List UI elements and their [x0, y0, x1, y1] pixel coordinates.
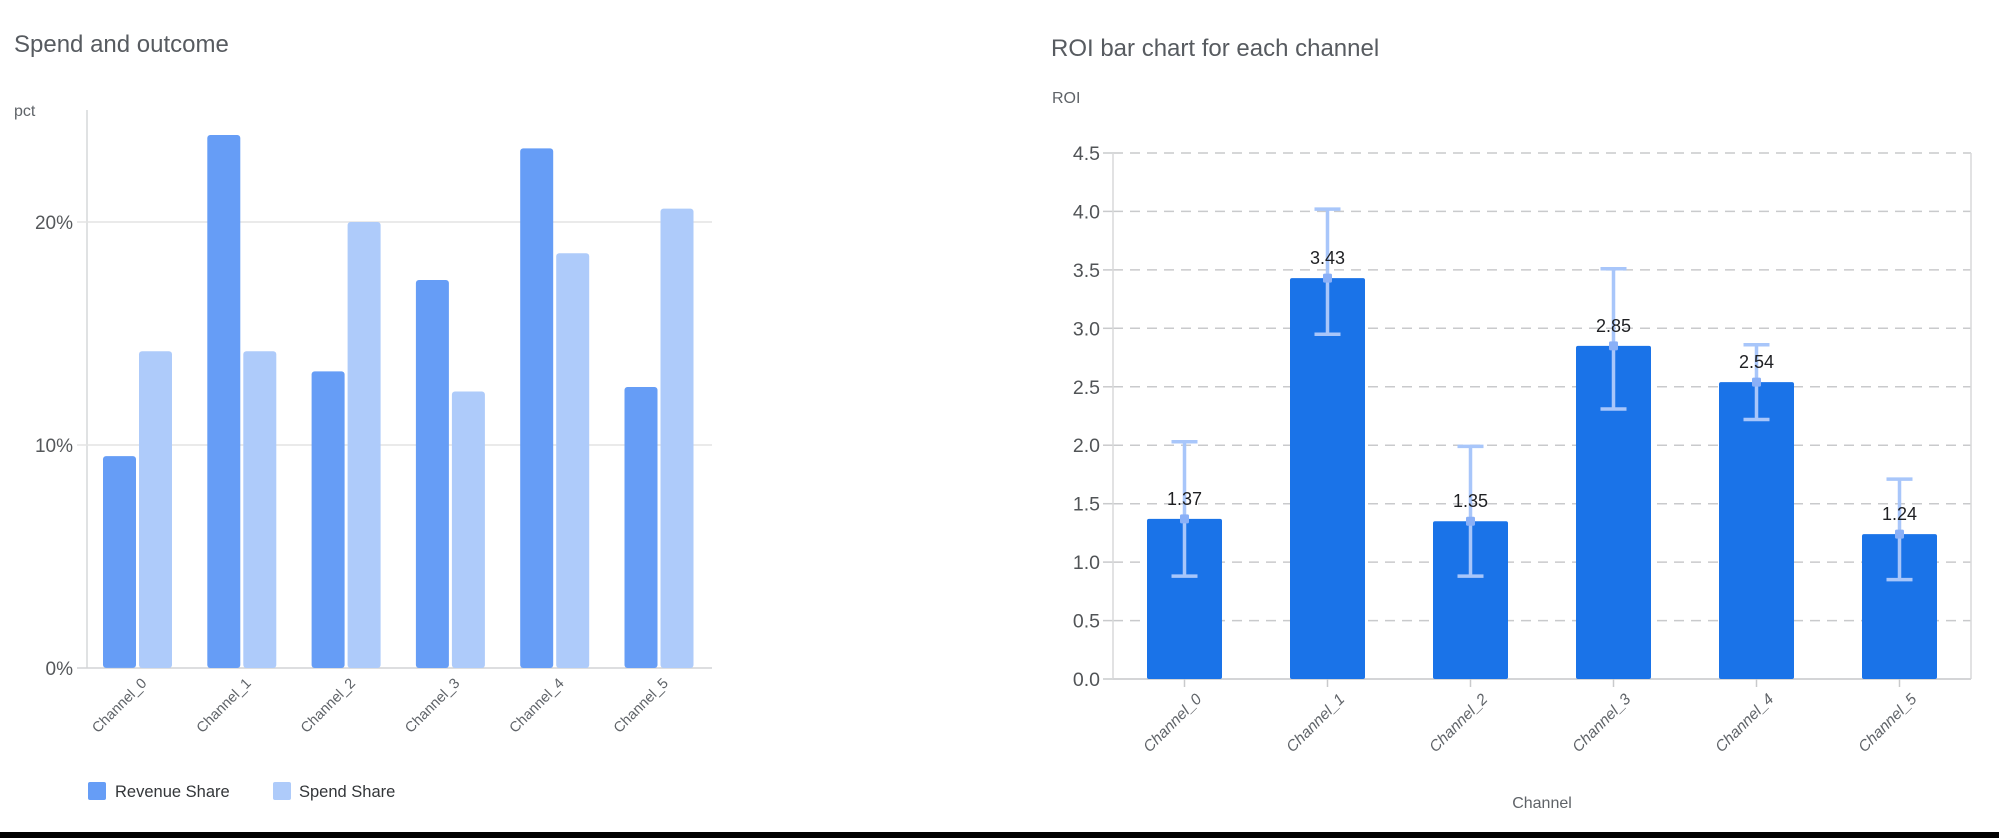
left-chart-title: Spend and outcome [14, 31, 229, 58]
bar-Channel_2-roi [1433, 521, 1508, 679]
right-x-tick-label-Channel_0: Channel_0 [1140, 691, 1205, 756]
bar-Channel_4-roi [1719, 382, 1794, 679]
bar-value-label-Channel_4: 2.54 [1739, 352, 1774, 372]
bar-Channel_3-spend-share [451, 391, 485, 668]
right-y-tick-label-3.0: 3.0 [1073, 318, 1100, 340]
left-y-axis-unit-label: pct [14, 103, 36, 120]
spend-outcome-chart: Spend and outcome pct 0% 10% 20% Channel_0… [14, 31, 712, 801]
right-error-bars [1171, 207, 1913, 582]
bar-value-label-Channel_3: 2.85 [1596, 316, 1631, 336]
left-x-tick-label-Channel_4: Channel_4 [507, 676, 568, 737]
bar-value-label-Channel_2: 1.35 [1453, 491, 1488, 511]
right-gridlines [1103, 152, 1971, 680]
left-y-tick-label-10%: 10% [35, 436, 73, 457]
right-x-tick-label-Channel_1: Channel_1 [1283, 691, 1348, 756]
right-y-tick-label-1.0: 1.0 [1073, 552, 1100, 574]
bar-value-label-Channel_1: 3.43 [1310, 248, 1345, 268]
right-y-tick-label-1.5: 1.5 [1073, 494, 1100, 516]
error-mean-marker-Channel_2 [1466, 516, 1475, 526]
right-bar-series [1147, 278, 1937, 679]
bar-Channel_3-roi [1576, 345, 1651, 679]
bar-Channel_1-spend-share [243, 351, 277, 668]
legend-swatch-revenue-share [88, 782, 106, 800]
right-plot-frame [1112, 153, 1972, 680]
bar-value-label-Channel_0: 1.37 [1167, 489, 1202, 509]
error-mean-marker-Channel_3 [1609, 341, 1618, 351]
bar-Channel_4-spend-share [556, 253, 590, 668]
error-mean-marker-Channel_5 [1895, 529, 1904, 539]
right-y-tick-label-4.0: 4.0 [1073, 201, 1100, 223]
legend-swatch-spend-share [273, 782, 291, 800]
legend-label-spend-share: Spend Share [299, 783, 395, 801]
error-mean-marker-Channel_0 [1180, 514, 1189, 524]
bar-Channel_5-roi [1862, 534, 1937, 679]
bar-Channel_0-roi [1147, 518, 1222, 679]
error-mean-marker-Channel_1 [1323, 273, 1332, 283]
legend-label-revenue-share: Revenue Share [115, 783, 230, 801]
right-y-tick-label-3.5: 3.5 [1073, 260, 1100, 282]
left-x-axis-tick-labels: Channel_0 Channel_1 Channel_2 Channel_3 Chan… [89, 676, 671, 737]
left-x-tick-label-Channel_1: Channel_1 [194, 676, 255, 737]
right-x-tick-label-Channel_2: Channel_2 [1426, 691, 1491, 756]
bottom-divider-rule [0, 832, 1999, 838]
right-x-axis-title: Channel [1512, 795, 1572, 812]
right-chart-title: ROI bar chart for each channel [1051, 35, 1379, 62]
bar-Channel_1-roi [1290, 278, 1365, 679]
bar-value-label-Channel_5: 1.24 [1882, 504, 1917, 524]
left-y-axis-tick-labels: 0% 10% 20% [35, 213, 73, 680]
bar-Channel_2-revenue-share [311, 371, 345, 668]
bar-Channel_0-spend-share [139, 351, 172, 668]
left-x-tick-label-Channel_0: Channel_0 [89, 676, 150, 737]
bar-Channel_1-revenue-share [207, 135, 241, 668]
bar-Channel_2-spend-share [347, 222, 381, 668]
right-x-tick-label-Channel_5: Channel_5 [1855, 691, 1920, 756]
chart-legend: Revenue Share Spend Share [88, 782, 395, 801]
roi-chart: ROI bar chart for each channel ROI 0.00.… [1051, 35, 1972, 812]
bar-Channel_3-revenue-share [415, 280, 449, 668]
right-y-axis-unit-label: ROI [1052, 90, 1080, 107]
left-x-tick-label-Channel_2: Channel_2 [298, 676, 359, 737]
error-mean-marker-Channel_4 [1752, 377, 1761, 387]
right-y-axis-tick-labels: 0.0 0.5 1.0 1.5 2.0 2.5 3.0 3.5 4.0 4.5 [1073, 143, 1100, 691]
right-x-tick-label-Channel_4: Channel_4 [1712, 691, 1777, 756]
right-y-tick-label-2.0: 2.0 [1073, 435, 1100, 457]
left-x-tick-label-Channel_5: Channel_5 [611, 676, 672, 737]
right-x-tick-label-Channel_3: Channel_3 [1569, 691, 1634, 756]
right-y-tick-label-0.0: 0.0 [1073, 669, 1100, 691]
left-y-tick-label-20%: 20% [35, 213, 73, 234]
left-y-tick-label-0%: 0% [46, 659, 74, 680]
left-gridlines [77, 110, 712, 669]
bar-Channel_4-revenue-share [520, 148, 554, 668]
right-y-tick-label-2.5: 2.5 [1073, 377, 1100, 399]
right-y-tick-label-0.5: 0.5 [1073, 611, 1100, 633]
left-x-tick-label-Channel_3: Channel_3 [402, 676, 463, 737]
bar-Channel_5-spend-share [660, 208, 694, 668]
bar-Channel_5-revenue-share [624, 387, 658, 668]
right-y-tick-label-4.5: 4.5 [1073, 143, 1100, 165]
left-bar-series [103, 135, 694, 668]
right-bar-value-labels: 1.37 3.43 1.35 2.85 2.54 1.24 [1167, 248, 1917, 524]
bar-Channel_0-revenue-share [103, 456, 136, 668]
right-x-axis-tick-labels: Channel_0 Channel_1 Channel_2 Channel_3 Chan… [1140, 679, 1921, 756]
